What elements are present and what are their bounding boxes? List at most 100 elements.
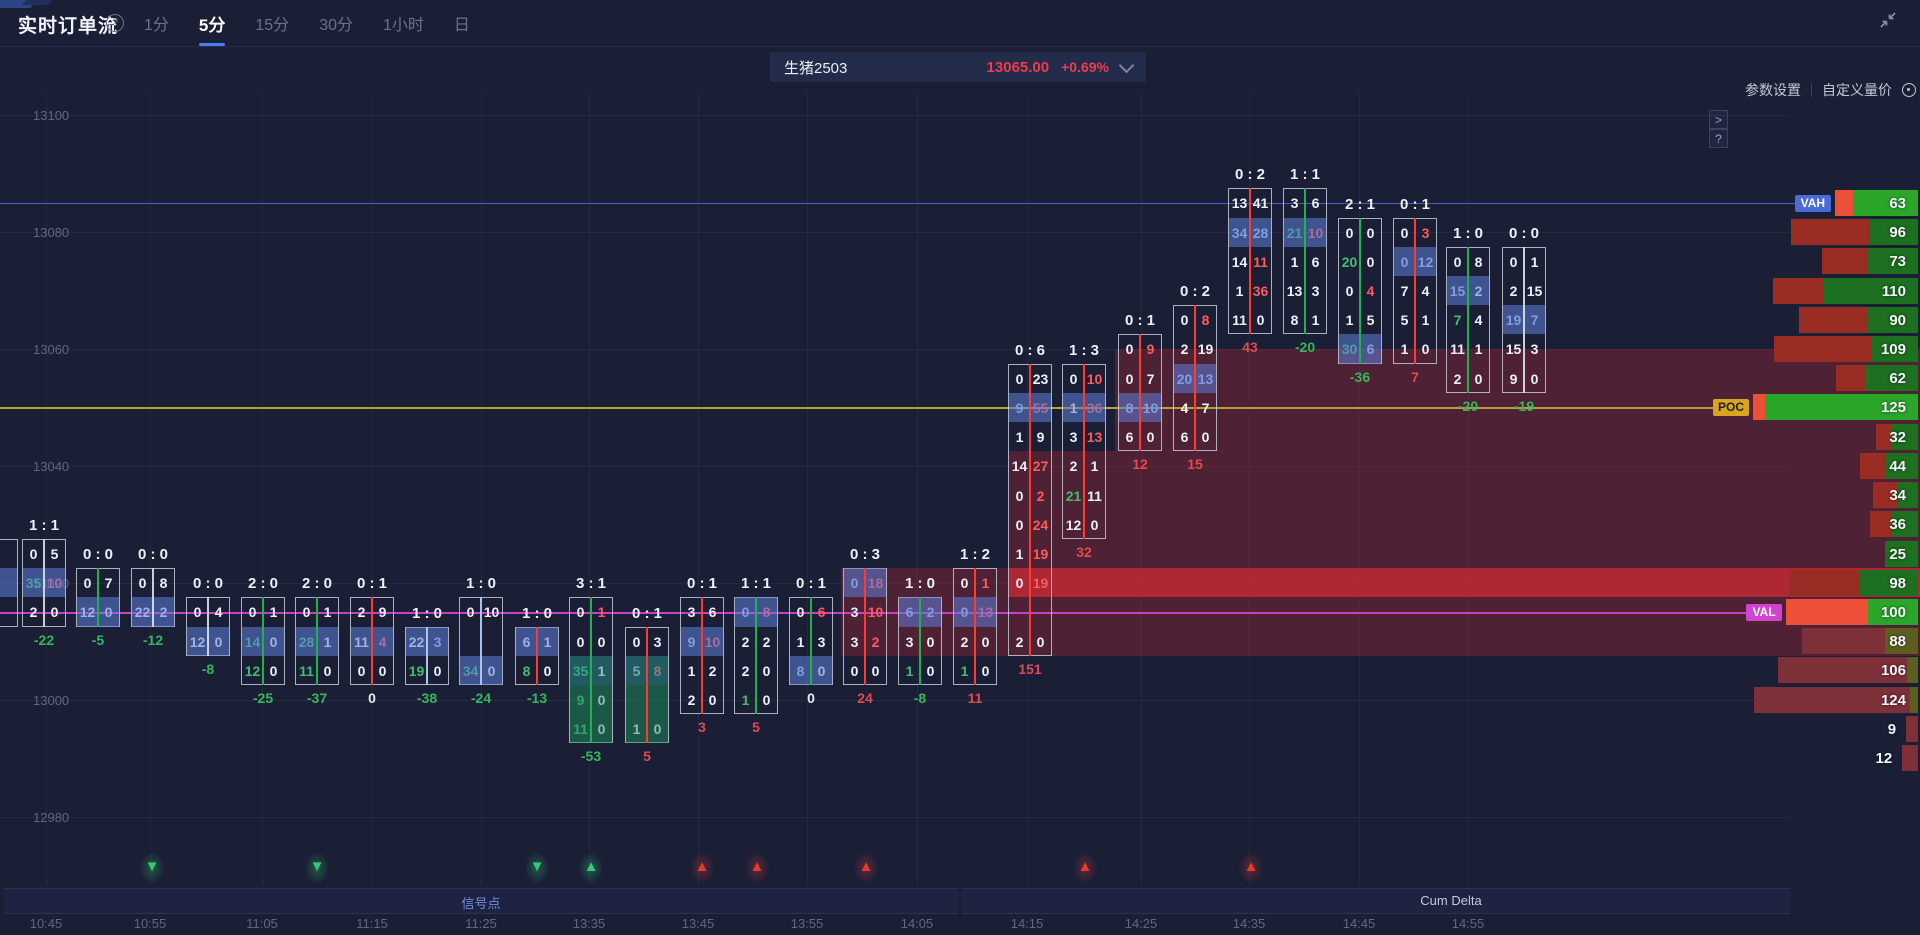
cumdelta-panel[interactable] (962, 888, 1790, 914)
volume-profile-bar (1774, 336, 1918, 363)
footprint-delta: -20 (1294, 339, 1316, 356)
params-settings-button[interactable]: 参数设置 (1745, 82, 1801, 98)
signal-arrow-up-green: ▲ (583, 858, 599, 875)
volume-profile-value: 32 (1889, 428, 1906, 446)
signal-panel[interactable] (4, 888, 958, 914)
footprint-delta: -53 (580, 748, 602, 765)
vertical-gridline (481, 92, 482, 886)
page-title: 实时订单流 (18, 16, 119, 37)
custom-volprice-button[interactable]: 自定义量价 (1822, 82, 1892, 98)
volume-profile-bar (1885, 540, 1918, 567)
footprint-cell: 13 3 (1286, 283, 1320, 300)
time-axis-label: 13:35 (572, 916, 606, 931)
footprint-ratio-header: 1 : 1 (28, 516, 60, 534)
footprint-delta: -22 (33, 631, 55, 648)
footprint-ratio-header: 2 : 0 (301, 575, 333, 593)
footprint-cell: 0 24 (1015, 516, 1049, 533)
volume-profile-value: 88 (1889, 633, 1906, 651)
footprint-close-line (1358, 217, 1362, 364)
vertical-gridline (262, 92, 263, 886)
footprint-close-line (315, 597, 319, 686)
volume-profile-value: 36 (1889, 516, 1906, 534)
signal-arrow-up-red: ▲ (749, 858, 765, 875)
footprint-delta: -25 (252, 690, 274, 707)
collapse-icon[interactable] (1878, 10, 1898, 30)
footprint-delta: 24 (857, 690, 873, 707)
signal-panel-label: 信号点 (461, 896, 501, 911)
vertical-gridline (698, 92, 699, 886)
tab-timeframe-5分[interactable]: 5分 (197, 5, 227, 46)
footprint-close-line (207, 597, 209, 656)
footprint-delta: -38 (416, 690, 438, 707)
tab-timeframe-1分[interactable]: 1分 (144, 17, 169, 34)
footprint-cell: 14 11 (1231, 253, 1268, 270)
instrument-selector[interactable]: 生猪2503 13065.00 +0.69% (770, 52, 1146, 82)
time-axis-label: 10:45 (29, 916, 63, 931)
vertical-gridline (917, 92, 918, 886)
volume-profile-value: 110 (1881, 282, 1906, 300)
val-badge: VAL (1746, 604, 1782, 621)
signal-arrow-up-red: ▲ (1077, 858, 1093, 875)
footprint-cell: 0 19 (1015, 575, 1049, 592)
footprint-ratio-header: 1 : 2 (959, 546, 991, 564)
signal-arrow-down-green: ▼ (144, 858, 160, 875)
footprint-ratio-header: 0 : 0 (137, 546, 169, 564)
footprint-ratio-header: 0 : 1 (631, 604, 663, 622)
signal-glow (524, 851, 550, 885)
volume-profile-value: 98 (1889, 574, 1906, 592)
tab-timeframe-日[interactable]: 日 (453, 17, 470, 34)
tab-timeframe-1小时[interactable]: 1小时 (383, 17, 424, 34)
footprint-close-line (96, 568, 100, 627)
time-axis-label: 14:25 (1124, 916, 1158, 931)
footprint-close-line (370, 597, 374, 686)
footprint-close-line (645, 626, 649, 744)
price-axis-label: 13000 (33, 692, 70, 708)
tab-timeframe-15分[interactable]: 15分 (255, 17, 290, 34)
expand-mini-button[interactable]: > (1709, 110, 1728, 129)
timeframe-tabs: 1分 5分 15分 30分 1小时 日 (142, 0, 472, 46)
time-axis-label: 14:55 (1451, 916, 1485, 931)
help-mini-button[interactable]: ? (1709, 129, 1728, 148)
footprint-ratio-header: 0 : 0 (192, 575, 224, 593)
volume-profile-bar (1778, 657, 1918, 684)
top-header-bar: 实时订单流 ? 1分 5分 15分 30分 1小时 日 (0, 0, 1920, 47)
footprint-cell: 11 1 (1450, 341, 1483, 358)
footprint-cell: 21 11 (1065, 487, 1102, 504)
gear-icon[interactable] (1902, 83, 1916, 97)
footprint-ratio-header: 1 : 0 (521, 604, 553, 622)
time-axis-label: 14:15 (1010, 916, 1044, 931)
footprint-close-line (479, 597, 483, 686)
vertical-gridline (1359, 92, 1360, 886)
tab-timeframe-30分[interactable]: 30分 (319, 17, 353, 34)
price-axis-label: 13060 (33, 342, 70, 358)
price-axis-label: 13100 (33, 108, 70, 124)
horizontal-gridline (0, 582, 1790, 584)
footprint-delta: 3 (698, 719, 706, 736)
help-icon[interactable]: ? (106, 14, 124, 32)
footprint-ratio-header: 1 : 1 (1289, 166, 1321, 184)
signal-glow (1072, 851, 1098, 885)
volume-profile-value: 44 (1889, 457, 1906, 475)
